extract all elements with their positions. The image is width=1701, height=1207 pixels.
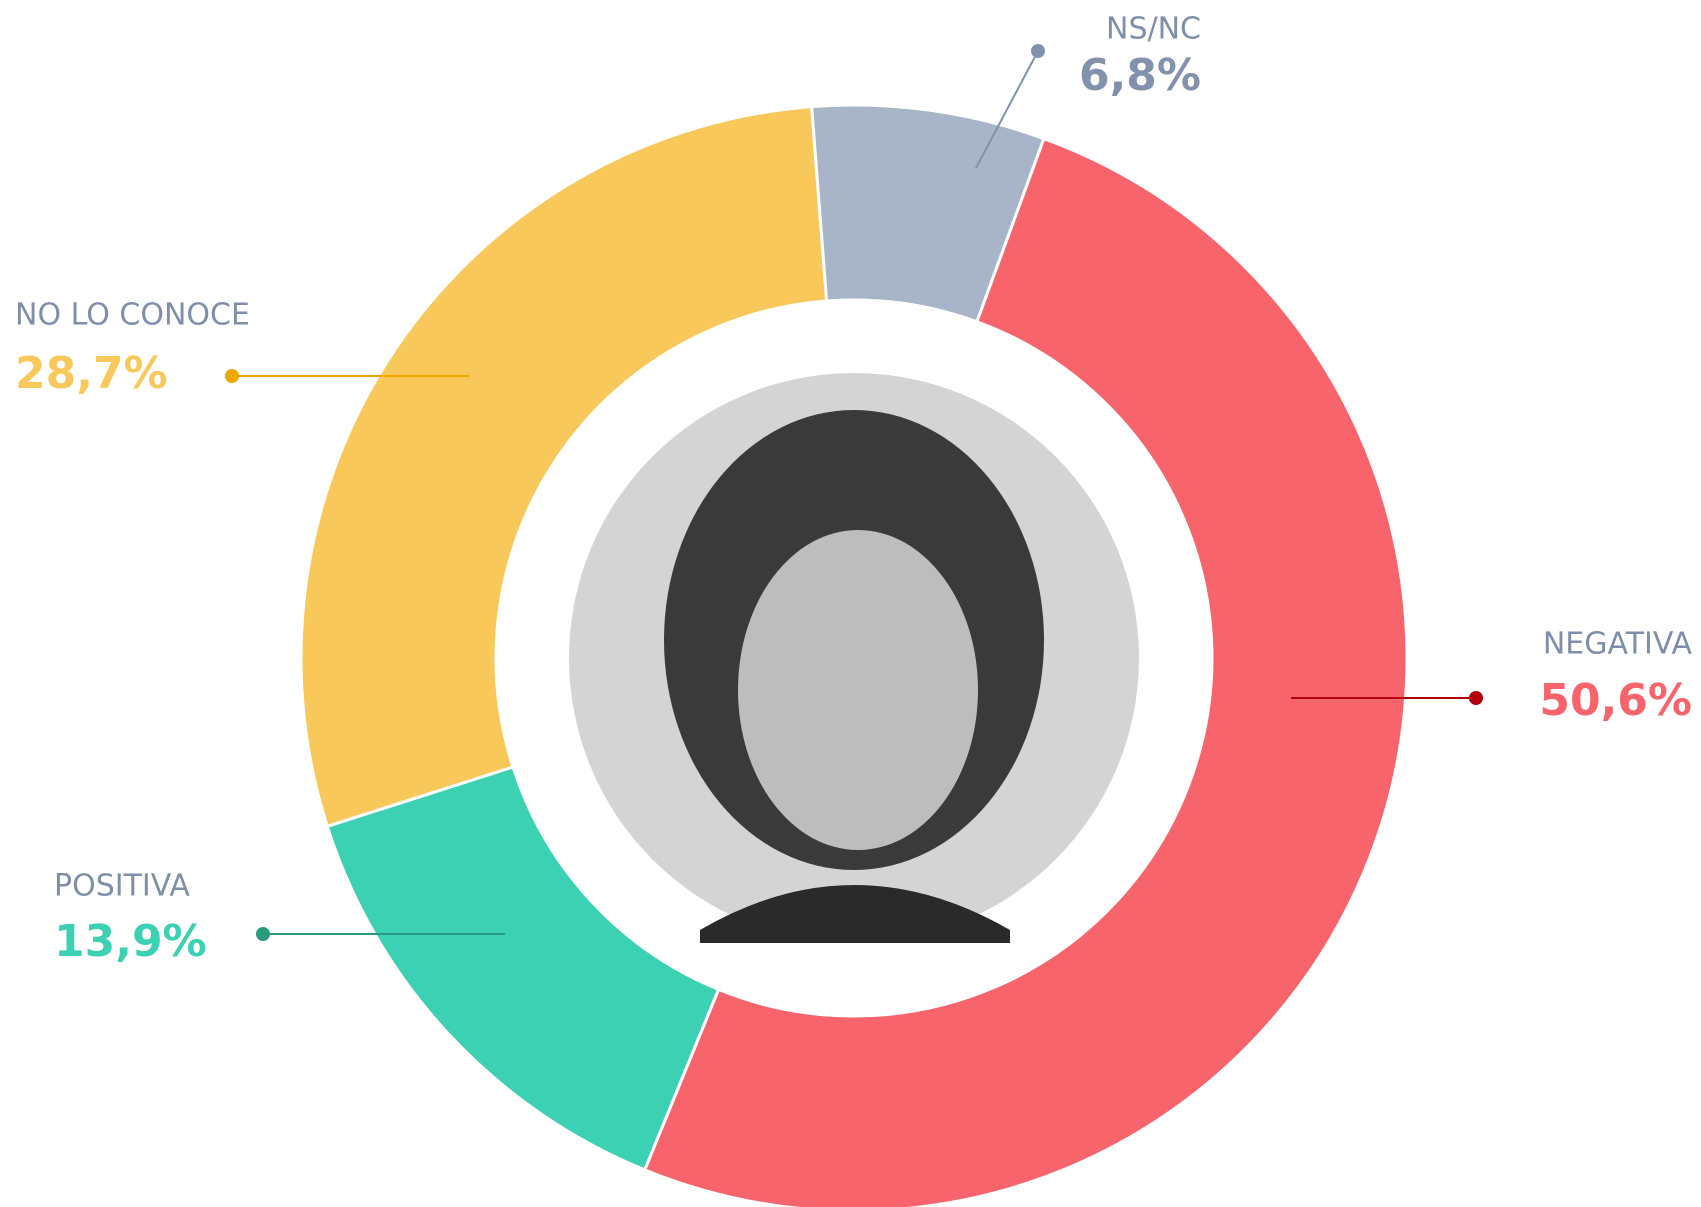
portrait xyxy=(569,373,1139,943)
face xyxy=(738,530,978,850)
leader-dot xyxy=(1469,691,1483,705)
value-label: 50,6% xyxy=(1539,675,1692,726)
chart: NS/NC6,8% NEGATIVA 50,6% POSITIVA 13,9% NO LO… xyxy=(0,0,1701,1207)
category-label: NEGATIVA xyxy=(1543,627,1693,662)
category-label: POSITIVA xyxy=(54,869,190,904)
leader-dot xyxy=(1031,44,1045,58)
value-label: 28,7% xyxy=(15,348,168,399)
leader-dot xyxy=(256,927,270,941)
category-label: NS/NC xyxy=(1106,12,1201,47)
value-label: 6,8% xyxy=(1079,50,1201,101)
value-label: 13,9% xyxy=(54,916,207,967)
leader-dot xyxy=(225,369,239,383)
category-label: NO LO CONOCE xyxy=(15,298,250,333)
